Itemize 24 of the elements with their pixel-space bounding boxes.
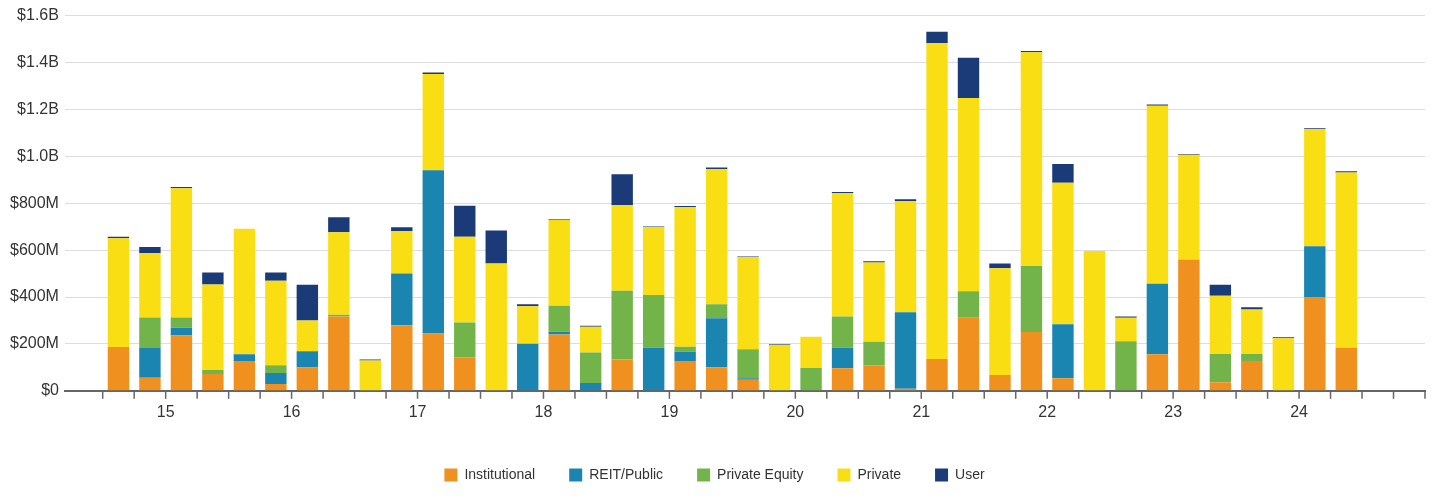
x-tick-label: 23 — [1164, 402, 1183, 420]
y-tick-label: $1.0B — [17, 146, 59, 164]
y-tick-label: $600M — [10, 240, 59, 258]
legend-label: Private — [857, 465, 902, 482]
legend-label: REIT/Public — [589, 465, 664, 482]
x-tick-label: 20 — [786, 402, 805, 420]
y-tick-label: $800M — [10, 193, 59, 211]
y-tick-label: $400M — [10, 287, 59, 305]
legend-label: Private Equity — [717, 465, 804, 482]
x-tick-label: 16 — [282, 402, 301, 420]
y-tick-label: $1.4B — [17, 52, 59, 70]
x-tick-label: 17 — [408, 402, 427, 420]
y-tick-label: $1.6B — [17, 6, 59, 24]
legend-label: User — [955, 465, 985, 482]
x-tick-label: 22 — [1038, 402, 1057, 420]
legend-label: Institutional — [464, 465, 536, 482]
y-tick-label: $200M — [10, 334, 59, 352]
x-tick-label: 19 — [660, 402, 679, 420]
x-tick-label: 15 — [156, 402, 175, 420]
x-tick-label: 24 — [1290, 402, 1309, 420]
x-tick-label: 18 — [534, 402, 553, 420]
y-tick-label: $1.2B — [17, 99, 59, 117]
x-tick-label: 21 — [912, 402, 931, 420]
y-tick-label: $0 — [41, 381, 60, 399]
